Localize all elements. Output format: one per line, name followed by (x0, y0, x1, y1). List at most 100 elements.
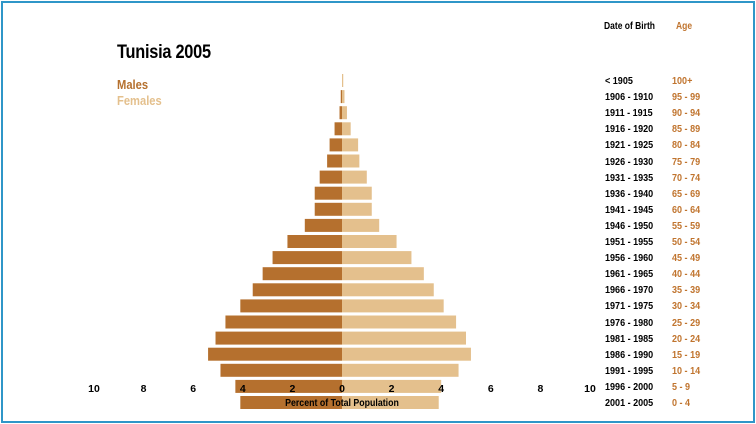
x-axis-label: Percent of Total Population (285, 398, 399, 409)
bar-females-9 (342, 218, 380, 232)
age-label: 90 - 94 (672, 107, 701, 120)
age-label: 65 - 69 (672, 187, 701, 200)
bar-males-14 (240, 299, 342, 313)
age-label: 70 - 74 (672, 171, 701, 184)
age-label: 85 - 89 (672, 123, 701, 136)
age-label: 10 - 14 (672, 364, 701, 377)
age-label: 80 - 84 (672, 139, 701, 152)
x-tick-label: 8 (537, 383, 544, 395)
bar-males-2 (339, 106, 342, 120)
x-tick-label: 4 (438, 383, 445, 395)
dob-label: 1991 - 1995 (605, 364, 654, 377)
bar-males-19 (235, 379, 342, 393)
age-label: 35 - 39 (672, 284, 701, 297)
bar-males-3 (334, 122, 342, 136)
bar-males-12 (262, 267, 342, 281)
age-label: 100+ (672, 75, 693, 87)
bar-females-15 (342, 315, 457, 329)
dob-label: 1951 - 1955 (605, 236, 654, 248)
bar-males-4 (329, 138, 342, 152)
bar-males-6 (319, 170, 342, 184)
bar-males-9 (304, 218, 342, 232)
bar-females-7 (342, 186, 372, 200)
bar-females-11 (342, 251, 412, 265)
bar-females-20 (342, 396, 439, 409)
age-header: Age (676, 21, 693, 32)
dob-label: 1926 - 1930 (605, 155, 654, 168)
dob-label: 1906 - 1910 (605, 91, 654, 104)
dob-label: 1941 - 1945 (605, 203, 654, 216)
dob-label: 1911 - 1915 (605, 107, 653, 120)
dob-label: 1961 - 1965 (605, 268, 654, 281)
dob-label: 1966 - 1970 (605, 284, 654, 297)
age-label: 95 - 99 (672, 91, 701, 104)
date-of-birth-header: Date of Birth (604, 21, 655, 32)
bar-males-1 (340, 90, 342, 104)
bar-males-11 (272, 251, 342, 265)
bar-males-18 (220, 363, 342, 377)
age-label: 20 - 24 (672, 332, 701, 345)
bar-males-16 (215, 331, 342, 345)
bar-males-10 (287, 235, 342, 248)
x-tick-label: 10 (88, 383, 100, 395)
bar-females-12 (342, 267, 424, 281)
bar-females-17 (342, 347, 471, 361)
dob-label: 1921 - 1925 (605, 139, 654, 152)
dob-label: 2001 - 2005 (605, 397, 654, 409)
x-tick-label: 6 (487, 383, 494, 395)
bar-females-0 (342, 74, 344, 87)
bar-females-10 (342, 235, 397, 248)
age-label: 50 - 54 (672, 236, 701, 248)
age-label: 45 - 49 (672, 252, 701, 265)
age-label: 15 - 19 (672, 348, 701, 361)
dob-label: 1981 - 1985 (605, 332, 654, 345)
bar-females-8 (342, 202, 372, 216)
bar-males-7 (314, 186, 342, 200)
x-tick-label: 2 (388, 383, 395, 395)
bar-males-17 (208, 347, 342, 361)
age-label: 0 - 4 (672, 397, 691, 409)
x-tick-label: 0 (339, 383, 345, 395)
age-label: 60 - 64 (672, 203, 701, 216)
x-tick-label: 10 (584, 383, 596, 395)
dob-label: 1931 - 1935 (605, 171, 654, 184)
dob-label: 1976 - 1980 (605, 316, 654, 329)
age-label: 55 - 59 (672, 219, 701, 232)
legend-females: Females (117, 93, 162, 108)
bar-females-3 (342, 122, 351, 136)
bar-males-5 (327, 154, 342, 168)
bar-females-14 (342, 299, 444, 313)
bar-females-16 (342, 331, 466, 345)
dob-label: 1916 - 1920 (605, 123, 654, 136)
bar-females-18 (342, 363, 459, 377)
bar-males-15 (225, 315, 342, 329)
dob-label: < 1905 (605, 75, 633, 87)
bar-females-13 (342, 283, 434, 297)
age-label: 30 - 34 (672, 300, 701, 313)
x-tick-label: 2 (289, 383, 296, 395)
bar-females-4 (342, 138, 359, 152)
x-tick-label: 4 (239, 383, 246, 395)
chart-title: Tunisia 2005 (117, 42, 211, 63)
bar-females-2 (342, 106, 347, 120)
x-tick-label: 8 (140, 383, 147, 395)
bar-males-20 (240, 396, 342, 409)
age-label: 25 - 29 (672, 316, 701, 329)
age-label: 75 - 79 (672, 155, 701, 168)
bar-females-6 (342, 170, 367, 184)
dob-label: 1986 - 1990 (605, 348, 654, 361)
bar-males-8 (314, 202, 342, 216)
x-tick-label: 6 (190, 383, 197, 395)
bar-males-13 (252, 283, 342, 297)
bar-females-5 (342, 154, 360, 168)
dob-label: 1996 - 2000 (605, 380, 654, 393)
age-label: 5 - 9 (672, 380, 691, 393)
dob-label: 1971 - 1975 (605, 300, 654, 313)
bar-females-1 (342, 90, 345, 104)
legend-males: Males (117, 77, 149, 92)
bar-females-19 (342, 379, 442, 393)
dob-label: 1946 - 1950 (605, 219, 654, 232)
dob-label: 1936 - 1940 (605, 187, 654, 200)
age-label: 40 - 44 (672, 268, 701, 281)
